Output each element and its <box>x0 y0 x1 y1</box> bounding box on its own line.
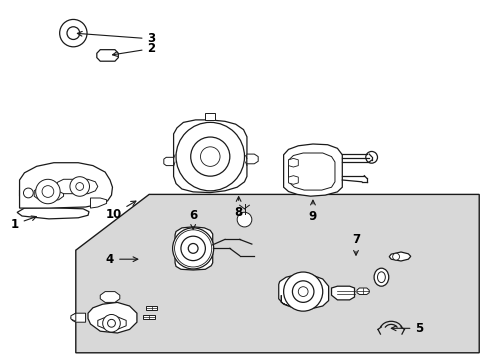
Circle shape <box>102 315 120 332</box>
Polygon shape <box>143 315 155 319</box>
Text: 4: 4 <box>106 253 138 266</box>
Polygon shape <box>283 144 342 196</box>
Text: 6: 6 <box>189 209 197 229</box>
Circle shape <box>70 177 89 196</box>
Polygon shape <box>288 158 298 167</box>
Polygon shape <box>88 184 98 197</box>
Text: 2: 2 <box>112 42 155 57</box>
Polygon shape <box>281 295 288 306</box>
Circle shape <box>188 243 198 253</box>
Ellipse shape <box>377 272 385 283</box>
Circle shape <box>392 253 399 260</box>
Text: 1: 1 <box>11 216 36 231</box>
Circle shape <box>237 212 251 227</box>
Circle shape <box>67 27 80 40</box>
Text: 7: 7 <box>351 233 359 255</box>
Polygon shape <box>20 163 112 208</box>
Circle shape <box>107 319 115 327</box>
Polygon shape <box>163 157 173 166</box>
Text: 8: 8 <box>234 197 242 219</box>
Polygon shape <box>17 208 89 219</box>
Polygon shape <box>100 292 120 302</box>
Polygon shape <box>34 185 63 201</box>
Text: 5: 5 <box>390 322 423 335</box>
Polygon shape <box>288 176 298 184</box>
Circle shape <box>298 287 307 297</box>
Polygon shape <box>20 189 37 197</box>
Polygon shape <box>331 286 354 300</box>
Circle shape <box>292 281 313 302</box>
Polygon shape <box>246 154 258 164</box>
Text: 9: 9 <box>308 200 316 222</box>
Polygon shape <box>88 302 137 333</box>
Circle shape <box>176 122 244 191</box>
Polygon shape <box>278 274 328 309</box>
Polygon shape <box>173 120 246 193</box>
Polygon shape <box>288 153 334 190</box>
Circle shape <box>172 228 213 269</box>
Polygon shape <box>205 113 215 120</box>
Circle shape <box>60 19 87 47</box>
Circle shape <box>365 152 377 163</box>
Polygon shape <box>388 252 410 261</box>
Polygon shape <box>145 306 157 310</box>
Polygon shape <box>71 313 76 321</box>
Circle shape <box>190 137 229 176</box>
Circle shape <box>42 186 54 197</box>
Polygon shape <box>90 198 106 208</box>
Circle shape <box>23 188 33 198</box>
Polygon shape <box>76 194 478 353</box>
Circle shape <box>181 236 205 261</box>
Circle shape <box>36 179 60 204</box>
Polygon shape <box>71 313 85 322</box>
Polygon shape <box>175 227 212 270</box>
Ellipse shape <box>373 268 388 286</box>
Polygon shape <box>356 288 368 294</box>
Text: 3: 3 <box>77 31 155 45</box>
Polygon shape <box>33 182 102 200</box>
Circle shape <box>76 183 83 190</box>
Text: 10: 10 <box>105 201 136 221</box>
Circle shape <box>200 147 220 166</box>
Polygon shape <box>56 179 98 194</box>
Circle shape <box>283 272 322 311</box>
Polygon shape <box>97 50 118 61</box>
Polygon shape <box>98 317 126 329</box>
